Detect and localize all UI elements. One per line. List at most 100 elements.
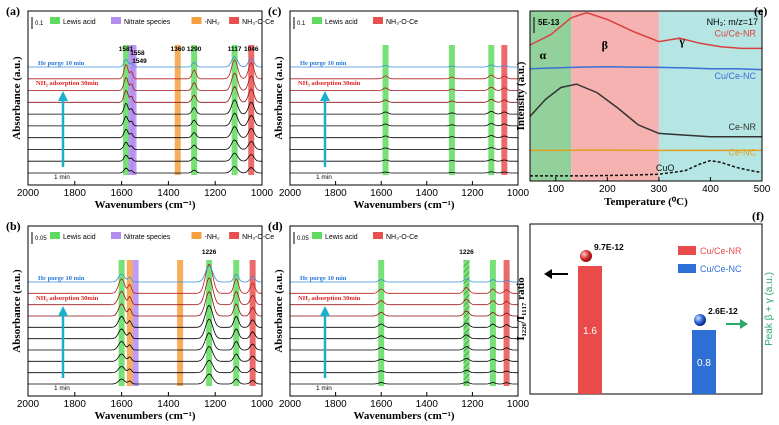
x-tick-label: 1400 [157, 399, 180, 410]
x-tick-label: 1600 [110, 188, 133, 199]
band-1290 [191, 45, 198, 175]
band-1581 [123, 45, 130, 175]
bar-2 [692, 330, 716, 394]
band-1600 [118, 260, 125, 386]
band-1110 [489, 260, 496, 386]
band-1117 [488, 45, 495, 175]
legend-swatch [312, 232, 322, 239]
legend-label: Nitrate species [124, 234, 171, 241]
plot-frame [27, 10, 263, 186]
x-tick-label: 2000 [279, 188, 302, 199]
legend-label: NH₃-O-Ce [242, 19, 274, 26]
peak-label: 1226 [459, 249, 474, 256]
he-purge-label: He purge 10 min [300, 60, 347, 67]
right-axis-title: Peak β + γ (a.u.) [764, 272, 775, 346]
legend-swatch [191, 17, 202, 24]
x-tick-label: 2000 [17, 188, 40, 199]
x-tick-label: 500 [754, 184, 771, 195]
legend-label: NH₃-O-Ce [386, 19, 418, 26]
panel-b: 2000 1800 1600 1400 1200 1000 Wavenumbers (cm⁻… [6, 219, 274, 422]
legend-swatch [229, 232, 240, 239]
left-axis-arrowhead [544, 269, 552, 279]
spectrum-curve-3 [290, 147, 518, 150]
he-purge-label: He purge 10 min [38, 275, 85, 282]
y-axis-title: Intensity (a.u.) [515, 61, 527, 130]
panel-label: (b) [6, 219, 21, 233]
x-tick-label: 1000 [251, 399, 274, 410]
spectrum-curve-8 [28, 277, 263, 306]
x-tick-label: 1200 [204, 188, 227, 199]
x-tick-label: 1400 [157, 188, 180, 199]
series-line-0 [529, 11, 762, 50]
spectrum-curve-2 [28, 359, 262, 374]
spectrum-curve-5 [290, 334, 518, 340]
peak-marker-2 [694, 314, 706, 326]
legend-swatch [373, 17, 383, 24]
time-arrow-head [320, 306, 330, 316]
region-label: α [540, 48, 547, 62]
legend-swatch [111, 17, 121, 24]
time-label: 1 min [316, 385, 332, 392]
spectrum-curve-3 [290, 357, 518, 362]
x-axis-title: Wavenumbers (cm⁻¹) [94, 199, 195, 211]
peak-marker-1 [580, 250, 592, 262]
time-arrow-head [58, 306, 68, 316]
legend-swatch [678, 264, 696, 273]
band-1600 [378, 260, 385, 386]
x-tick-label: 1000 [251, 188, 274, 199]
time-arrow-head [58, 91, 68, 101]
x-tick-label: 100 [547, 184, 564, 195]
peak-label: 1581 [119, 46, 134, 53]
band-1226 [206, 260, 213, 386]
spectrum-curve-4 [28, 332, 262, 351]
scale-label: 0.1 [35, 21, 44, 27]
peak-label: 1226 [202, 249, 217, 256]
legend-label: Lewis acid [63, 234, 96, 241]
x-tick-label: 1800 [64, 188, 87, 199]
band-1540 [132, 260, 139, 386]
x-tick-label: 1200 [461, 399, 484, 410]
x-tick-label: 2000 [279, 399, 302, 410]
x-tick-label: 1000 [507, 399, 530, 410]
spectrum-curve-10 [28, 56, 262, 68]
x-axis-title: Wavenumbers (cm⁻¹) [353, 410, 454, 422]
nh3-adsorption-label: NH₃ adsorption 30min [298, 295, 361, 302]
spectrum-curve-2 [290, 159, 518, 162]
nh3-adsorption-label: NH₃ adsorption 30min [298, 80, 361, 87]
band-1117 [231, 45, 238, 175]
spectrum-curve-7 [28, 85, 262, 103]
spectrum-curve-9 [28, 59, 262, 80]
spectrum-curve-4 [290, 346, 518, 351]
time-label: 1 min [316, 174, 332, 181]
y-axis-title: Absorbance (a.u.) [273, 269, 285, 353]
peak-label: 1360 [171, 46, 186, 53]
x-tick-label: 1600 [370, 188, 393, 199]
x-axis-title: Wavenumbers (cm⁻¹) [353, 199, 454, 211]
legend-label: NH₃-O-Ce [242, 234, 274, 241]
x-tick-label: 200 [599, 184, 616, 195]
chart-title: NH₃: m/z=17 [707, 17, 758, 27]
spectrum-curve-8 [290, 298, 518, 306]
legend-label: NH₃-O-Ce [386, 234, 418, 241]
spectrum-curve-6 [28, 99, 262, 115]
legend-label: Lewis acid [325, 234, 358, 241]
he-purge-label: He purge 10 min [38, 60, 85, 67]
spectrum-curve-9 [290, 74, 518, 80]
spectrum-curve-5 [290, 122, 518, 127]
series-label: Cu/Ce-NR [714, 29, 756, 39]
plot-frame [529, 10, 763, 182]
spectrum-curve-4 [28, 125, 262, 139]
spectrum-curve-8 [28, 72, 263, 91]
spectrum-curve-7 [290, 98, 518, 103]
spectrum-curve-5 [28, 112, 262, 127]
x-axis-title: Temperature (⁰C) [604, 196, 688, 208]
band-1046 [248, 45, 255, 175]
legend-label: Lewis acid [325, 19, 358, 26]
panel-label: (a) [6, 4, 20, 18]
peak-label: 1290 [187, 46, 202, 53]
spectrum-curve-1 [28, 373, 262, 385]
scale-label: 5E-13 [538, 18, 560, 27]
peak-label: 1558 [130, 50, 145, 57]
legend-label: Nitrate species [124, 19, 171, 26]
